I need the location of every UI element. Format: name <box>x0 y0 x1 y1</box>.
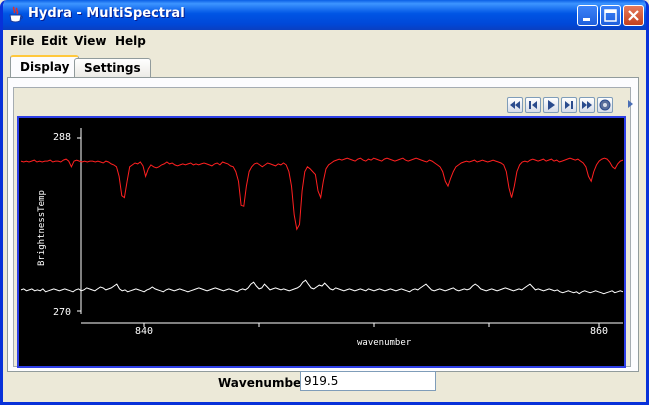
menu-bar: File Edit View Help <box>3 30 646 52</box>
x-tick-label-840: 840 <box>135 326 153 337</box>
java-coffee-icon <box>9 6 23 23</box>
footer-bar: Wavenumber: <box>3 372 646 402</box>
wavenumber-label: Wavenumber: <box>218 376 312 390</box>
y-tick-label-bottom: 270 <box>53 307 71 318</box>
close-icon <box>628 10 639 21</box>
menu-view[interactable]: View <box>74 34 107 48</box>
y-axis-label: BrightnessTemp <box>37 190 47 266</box>
play-button[interactable] <box>543 97 559 113</box>
series-line-white <box>20 279 624 295</box>
tab-settings[interactable]: Settings <box>74 58 151 77</box>
go-last-icon <box>582 101 592 109</box>
minimize-button[interactable] <box>577 5 598 26</box>
window-title: Hydra - MultiSpectral <box>28 6 185 21</box>
step-forward-icon <box>565 101 573 109</box>
step-back-icon <box>529 101 537 109</box>
panel-scroll-arrow-icon[interactable] <box>628 98 633 372</box>
go-first-button[interactable] <box>507 97 523 113</box>
go-first-icon <box>510 101 520 109</box>
step-forward-button[interactable] <box>561 97 577 113</box>
maximize-button[interactable] <box>600 5 621 26</box>
close-button[interactable] <box>623 5 644 26</box>
settings-button[interactable] <box>597 97 613 113</box>
tab-display[interactable]: Display <box>10 55 80 78</box>
y-tick-label-top: 288 <box>53 132 71 143</box>
play-icon <box>548 100 555 110</box>
series-line-red <box>20 157 624 231</box>
menu-edit[interactable]: Edit <box>41 34 68 48</box>
go-last-button[interactable] <box>579 97 595 113</box>
title-bar[interactable]: Hydra - MultiSpectral <box>3 0 646 30</box>
wavenumber-input[interactable] <box>300 371 436 391</box>
step-back-button[interactable] <box>525 97 541 113</box>
minimize-icon <box>583 18 590 21</box>
x-tick-label-860: 860 <box>590 326 608 337</box>
tab-strip: Display Settings <box>3 55 646 79</box>
menu-help[interactable]: Help <box>115 34 146 48</box>
settings-icon <box>599 99 611 111</box>
plot-canvas: 288 270 840 860 wavenumber BrightnessTem… <box>20 128 624 348</box>
maximize-icon <box>604 9 617 22</box>
x-axis-label: wavenumber <box>357 338 412 348</box>
menu-file[interactable]: File <box>10 34 35 48</box>
spectrum-plot[interactable]: 288 270 840 860 wavenumber BrightnessTem… <box>17 116 626 368</box>
